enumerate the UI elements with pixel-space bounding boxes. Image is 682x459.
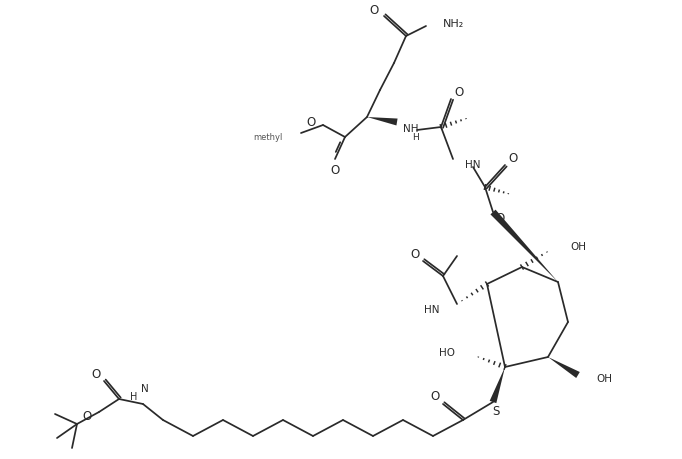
Text: H: H (130, 391, 137, 401)
Polygon shape (367, 118, 398, 126)
Text: NH₂: NH₂ (443, 19, 464, 29)
Text: O: O (307, 116, 316, 129)
Text: methyl: methyl (254, 132, 283, 141)
Text: HO: HO (439, 347, 455, 357)
Text: HN: HN (424, 304, 439, 314)
Text: NH: NH (403, 124, 419, 134)
Text: N: N (141, 383, 149, 393)
Polygon shape (490, 210, 558, 282)
Text: OH: OH (596, 373, 612, 383)
Text: O: O (430, 390, 440, 403)
Text: O: O (91, 368, 101, 381)
Polygon shape (548, 357, 580, 378)
Text: H: H (412, 132, 419, 141)
Polygon shape (490, 367, 505, 403)
Text: OH: OH (570, 241, 586, 252)
Text: O: O (454, 85, 464, 98)
Text: O: O (411, 247, 419, 260)
Text: S: S (492, 405, 500, 418)
Text: O: O (83, 409, 92, 423)
Text: O: O (495, 211, 505, 224)
Text: O: O (370, 4, 379, 17)
Text: HN: HN (465, 160, 481, 170)
Text: O: O (508, 151, 518, 164)
Text: O: O (330, 163, 340, 176)
